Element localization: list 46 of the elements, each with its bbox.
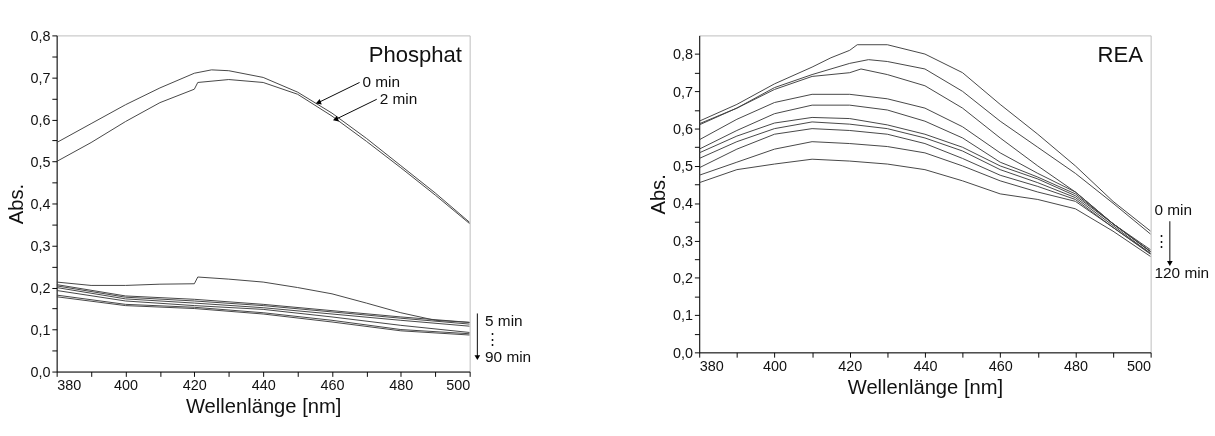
y-tick-label: 0,2 [30,279,51,296]
x-tick-label: 420 [838,358,863,375]
y-axis-title: Abs. [647,174,670,215]
y-tick-label: 0,3 [672,232,693,249]
text: 120 min [1154,263,1210,281]
x-tick-label: 460 [320,377,345,394]
y-tick-label: 0,8 [30,27,51,44]
y-tick-label: 0,4 [672,195,693,212]
y-tick-label: 0,8 [672,46,693,63]
x-tick-label: 500 [1127,358,1152,375]
y-axis-title: Abs. [4,183,27,225]
chart-title: REA [1097,42,1144,68]
y-tick-label: 0,5 [672,158,693,175]
x-tick-label: 460 [988,358,1013,375]
y-tick-label: 0,5 [30,153,51,170]
y-tick-label: 0,0 [30,363,51,380]
x-tick-label: 380 [699,358,724,375]
x-tick-label: 480 [1063,358,1088,375]
y-tick-label: 0,7 [672,83,693,100]
chart-title: Phosphat [368,42,462,68]
y-tick-label: 0,2 [672,270,693,287]
x-tick-label: 400 [113,377,138,394]
x-axis-title: Wellenlänge [nm] [185,395,342,418]
y-tick-label: 0,1 [30,321,51,338]
x-axis-title: Wellenlänge [nm] [847,376,1004,399]
y-tick-label: 0,4 [30,195,51,212]
y-tick-label: 0,6 [30,111,51,128]
annotation: 2 min [379,90,418,108]
text: ⋮ [485,330,501,348]
y-tick-label: 0,0 [672,344,693,361]
x-tick-label: 400 [762,358,787,375]
x-tick-label: 480 [389,377,414,394]
x-tick-label: 500 [446,377,471,394]
text: ⋮ [1154,232,1170,250]
x-tick-label: 380 [57,377,82,394]
x-tick-label: 440 [251,377,276,394]
y-tick-label: 0,1 [672,307,693,324]
text: 0 min [1154,200,1193,218]
text: 5 min [485,311,523,329]
y-tick-label: 0,3 [30,237,51,254]
x-tick-label: 420 [182,377,207,394]
text: 90 min [485,348,532,366]
y-tick-label: 0,6 [672,120,693,137]
x-tick-label: 440 [913,358,938,375]
y-tick-label: 0,7 [30,69,51,86]
annotation: 0 min [362,73,400,91]
